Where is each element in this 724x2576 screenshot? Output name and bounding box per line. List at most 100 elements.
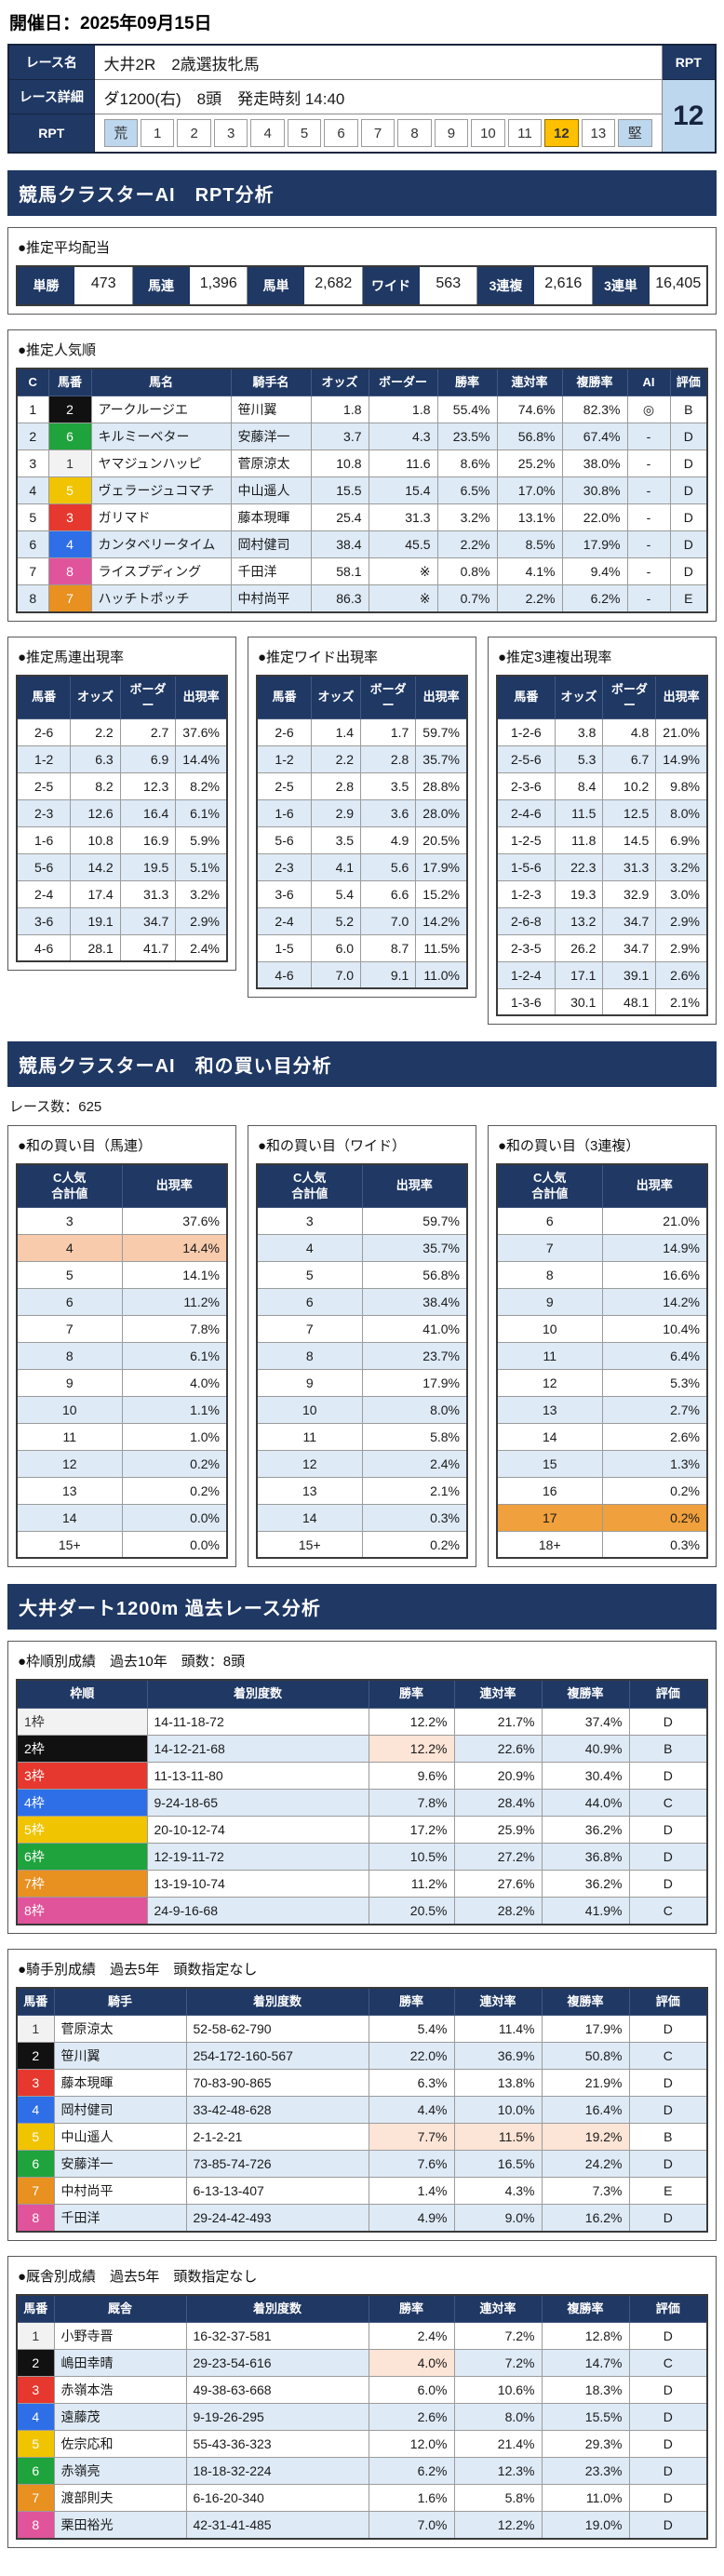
sanrenpuku-occurrence-table-cell-odds: 26.2 bbox=[554, 933, 604, 962]
wide-occurrence-table-cell-pair: 2-3 bbox=[256, 852, 313, 881]
payout-label: 3連単 bbox=[592, 267, 650, 304]
table-row: 2-6 2.2 2.7 37.6% bbox=[16, 718, 228, 746]
table-row: 4 5 ヴェラージュコマチ 中山遥人 15.5 15.4 6.5% 17.0% 30.8% - D bbox=[16, 476, 708, 505]
column-header: 出現率 bbox=[175, 675, 228, 719]
waku-results-table-cell-wname: 1枠 bbox=[16, 1707, 148, 1736]
umaren-occurrence-table-cell-pair: 2-6 bbox=[16, 718, 72, 746]
umaren-occurrence-table-cell-odds: 8.2 bbox=[70, 771, 121, 800]
sanrenpuku-occurrence-table-cell-border: 39.1 bbox=[602, 960, 657, 989]
table-row: 12 2.4% bbox=[256, 1449, 468, 1478]
sanrenpuku-occurrence-table-cell-border: 10.2 bbox=[602, 771, 657, 800]
table-row: 2-4-6 11.5 12.5 8.0% bbox=[496, 798, 708, 827]
sanrenpuku-occurrence-table-cell-rate: 8.0% bbox=[655, 798, 708, 827]
popularity-table-cell-ai: - bbox=[626, 557, 671, 586]
wa-umaren-table-cell-rate: 1.1% bbox=[121, 1395, 228, 1424]
wide-occurrence-table-cell-border: 3.5 bbox=[360, 771, 417, 800]
stable-results-table-cell-ren: 8.0% bbox=[453, 2403, 543, 2431]
table-row: 9 14.2% bbox=[496, 1287, 708, 1316]
sanrenpuku-occurrence-table-cell-pair: 1-5-6 bbox=[496, 852, 556, 881]
sanrenpuku-occurrence-table-cell-pair: 1-2-6 bbox=[496, 718, 556, 746]
jockey-results-table-cell-name: 中山遥人 bbox=[53, 2122, 187, 2151]
jockey-results-table-cell-ren: 36.9% bbox=[453, 2041, 543, 2070]
popularity-table-cell-ren: 17.0% bbox=[496, 476, 563, 505]
column-header: 厩舎 bbox=[53, 2294, 187, 2323]
wide-occurrence-table-cell-border: 7.0 bbox=[360, 906, 417, 935]
payout-label: 馬単 bbox=[248, 267, 305, 304]
wa-wide-table-cell-rate: 41.0% bbox=[361, 1314, 468, 1343]
table-row: 13 2.1% bbox=[256, 1476, 468, 1505]
popularity-table-cell-rating: D bbox=[669, 557, 708, 586]
popularity-table-cell-num: 2 bbox=[47, 396, 92, 424]
waku-results-table-cell-win: 12.2% bbox=[368, 1734, 455, 1763]
table-row: 4-6 7.0 9.1 11.0% bbox=[256, 960, 468, 989]
waku-results-table-cell-wname: 3枠 bbox=[16, 1761, 148, 1790]
sanrenpuku-occurrence-table-cell-rate: 6.9% bbox=[655, 825, 708, 854]
wa-sanrenpuku-title: ●和の買い目（3連複） bbox=[498, 1138, 640, 1155]
wide-occurrence-table-cell-odds: 4.1 bbox=[311, 852, 362, 881]
stable-results-table-cell-name: 栗田裕光 bbox=[53, 2511, 187, 2540]
wa-sanrenpuku-table-cell-rate: 2.7% bbox=[601, 1395, 708, 1424]
umaren-occurrence-table-cell-rate: 14.4% bbox=[175, 745, 228, 773]
sanrenpuku-occurrence-table-cell-border: 6.7 bbox=[602, 745, 657, 773]
popularity-table-cell-num: 7 bbox=[47, 584, 92, 613]
wide-occurrence-table-cell-odds: 7.0 bbox=[311, 960, 362, 989]
jockey-results-table-cell-ren: 11.4% bbox=[453, 2014, 543, 2043]
table-row: 8 千田洋 29-24-42-493 4.9% 9.0% 16.2% D bbox=[16, 2203, 708, 2233]
wa-row: ●和の買い目（馬連） C人気 合計値 出現率 3 37.6% 4 14.4% 5 14.1% 6… bbox=[7, 1125, 717, 1568]
popularity-table-cell-rating: D bbox=[669, 503, 708, 532]
popularity-table-cell-name: カンタベリータイム bbox=[90, 530, 232, 559]
stable-results-table-cell-name: 渡部則夫 bbox=[53, 2484, 187, 2512]
sanrenpuku-occurrence-table-cell-rate: 14.9% bbox=[655, 745, 708, 773]
rpt-scale-cell-selected: 12 bbox=[544, 119, 579, 147]
wide-occurrence-table-cell-odds: 5.2 bbox=[311, 906, 362, 935]
header-row: 馬番 厩舎 着別度数 勝率 連対率 複勝率 評価 bbox=[16, 2294, 708, 2323]
umaren-occurrence-table-cell-pair: 5-6 bbox=[16, 852, 72, 881]
wa-sanrenpuku-table-cell-sum: 14 bbox=[496, 1422, 603, 1451]
umaren-occurrence-table-cell-odds: 2.2 bbox=[70, 718, 121, 746]
wa-umaren-table-cell-sum: 7 bbox=[16, 1314, 123, 1343]
popularity-table-cell-c: 7 bbox=[16, 557, 49, 586]
sanrenpuku-occurrence-table-cell-rate: 2.6% bbox=[655, 960, 708, 989]
table-row: 12 0.2% bbox=[16, 1449, 228, 1478]
jockey-results-table-cell-fuku: 21.9% bbox=[541, 2068, 630, 2097]
umaren-occurrence-table-cell-rate: 37.6% bbox=[175, 718, 228, 746]
wa-umaren-table-cell-sum: 14 bbox=[16, 1503, 123, 1532]
stable-results-table-cell-fuku: 18.3% bbox=[541, 2376, 630, 2404]
jockey-results-table-cell-name: 安藤洋一 bbox=[53, 2149, 187, 2178]
jockey-results-table-cell-record: 2-1-2-21 bbox=[185, 2122, 369, 2151]
table-row: 6 赤嶺亮 18-18-32-224 6.2% 12.3% 23.3% D bbox=[16, 2457, 708, 2485]
umaren-occurrence-table-cell-pair: 3-6 bbox=[16, 906, 72, 935]
sanrenpuku-occurrence-table: 馬番 オッズ ボーダー 出現率 1-2-6 3.8 4.8 21.0% 2-5-6 5.3 6.7 1… bbox=[496, 675, 708, 1017]
table-row: 1 菅原涼太 52-58-62-790 5.4% 11.4% 17.9% D bbox=[16, 2014, 708, 2043]
waku-results-table-cell-win: 17.2% bbox=[368, 1815, 455, 1844]
table-row: 7 渡部則夫 6-16-20-340 1.6% 5.8% 11.0% D bbox=[16, 2484, 708, 2512]
stable-results-table-cell-num: 5 bbox=[16, 2430, 55, 2458]
table-row: 5 中山遥人 2-1-2-21 7.7% 11.5% 19.2% B bbox=[16, 2122, 708, 2151]
stable-results-table-cell-ren: 10.6% bbox=[453, 2376, 543, 2404]
payout-label: 馬連 bbox=[132, 267, 191, 304]
payout-value: 16,405 bbox=[650, 267, 706, 304]
popularity-table-cell-rating: D bbox=[669, 530, 708, 559]
column-header: 勝率 bbox=[368, 1987, 455, 2016]
rpt-scale-cell: 3 bbox=[213, 119, 248, 147]
table-row: 11 1.0% bbox=[16, 1422, 228, 1451]
table-row: 13 2.7% bbox=[496, 1395, 708, 1424]
popularity-table-cell-fuku: 38.0% bbox=[561, 449, 628, 478]
stable-results-table-cell-win: 4.0% bbox=[368, 2349, 455, 2377]
popularity-table-cell-fuku: 9.4% bbox=[561, 557, 628, 586]
popularity-table-cell-odds: 10.8 bbox=[310, 449, 369, 478]
rpt-value: 12 bbox=[661, 79, 717, 154]
popularity-table: C 馬番 馬名 騎手名 オッズ ボーダー 勝率 連対率 複勝率 AI 評価 1 2 アークルージエ 笹川翼 1… bbox=[16, 368, 708, 614]
jockey-results-table-cell-win: 4.4% bbox=[368, 2095, 455, 2124]
stable-results-table-cell-win: 12.0% bbox=[368, 2430, 455, 2458]
waku-results-table-cell-ren: 22.6% bbox=[453, 1734, 543, 1763]
table-row: 5 14.1% bbox=[16, 1260, 228, 1289]
umaren-occurrence-table-cell-border: 16.9 bbox=[119, 825, 177, 854]
occurrence-row: ●推定馬連出現率 馬番 オッズ ボーダー 出現率 2-6 2.2 2.7 37.6% 1-2 6.… bbox=[7, 637, 717, 1026]
jockey-results-table-cell-fuku: 16.4% bbox=[541, 2095, 630, 2124]
popularity-table-cell-fuku: 30.8% bbox=[561, 476, 628, 505]
umaren-occurrence-table-cell-border: 19.5 bbox=[119, 852, 177, 881]
wa-sanrenpuku-table-cell-sum: 11 bbox=[496, 1341, 603, 1370]
umaren-occurrence-table-cell-rate: 8.2% bbox=[175, 771, 228, 800]
table-row: 10 1.1% bbox=[16, 1395, 228, 1424]
